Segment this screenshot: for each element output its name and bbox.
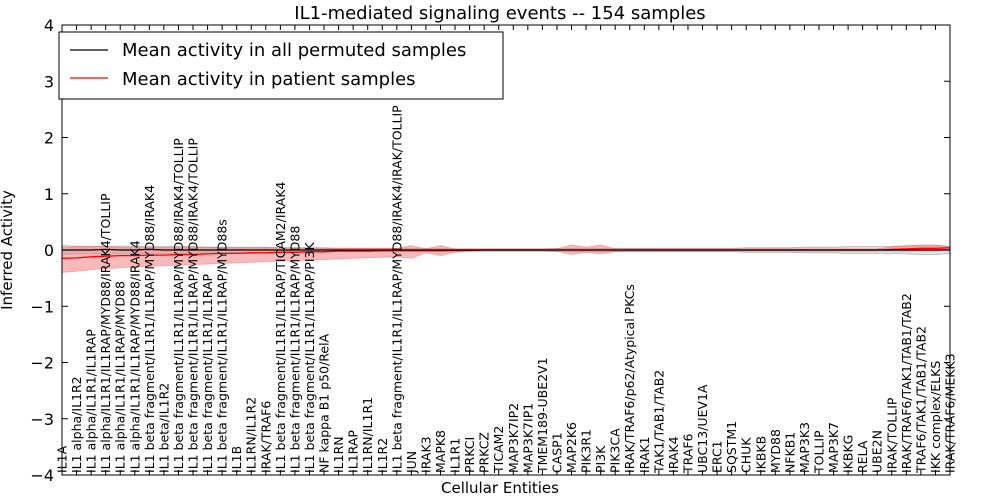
y-tick-label: 0 xyxy=(44,241,54,260)
x-tick-label: MYD88 xyxy=(768,429,783,473)
y-tick-label: 1 xyxy=(44,185,54,204)
x-tick-label: IRAK/TRAF6/p62/Atypical PKCs xyxy=(622,284,637,473)
x-axis: IL1A IL1 alpha/IL1R2 IL1 alpha/IL1R1/IL1RA… xyxy=(55,25,958,475)
x-tick-label: JUN xyxy=(404,451,419,474)
x-tick-label: IL1RN xyxy=(331,436,346,473)
legend: Mean activity in all permuted samples Me… xyxy=(58,31,504,100)
legend-label-patient: Mean activity in patient samples xyxy=(122,69,416,90)
x-tick-label: IRAK/TOLLIP xyxy=(884,397,899,473)
y-tick-label: −1 xyxy=(30,297,54,316)
x-tick-label: NFKB1 xyxy=(782,432,797,473)
x-tick-label: IRAK1 xyxy=(637,436,652,473)
x-tick-label: IL1 beta fragment/IL1R1/IL1RAP/MYD88/IRA… xyxy=(142,185,157,473)
x-tick-label: IL1 beta fragment/IL1R1/IL1RAP/MYD88s xyxy=(215,219,230,473)
x-tick-label: IL1 alpha/IL1R1/IL1RAP/MYD88/IRAK4 xyxy=(127,240,142,473)
x-tick-label: PRKCZ xyxy=(477,432,492,473)
x-tick-label: IL1RN/IL1R2 xyxy=(244,397,259,473)
y-axis: −4 −3 −2 −1 0 1 2 3 4 xyxy=(30,16,950,485)
chart-title: IL1-mediated signaling events -- 154 sam… xyxy=(294,3,705,24)
legend-label-permuted: Mean activity in all permuted samples xyxy=(122,40,466,61)
x-tick-label: IL1 beta fragment/IL1R1/IL1RAP/TICAM2/IR… xyxy=(273,182,288,473)
y-tick-label: 2 xyxy=(44,129,54,148)
x-tick-label: IL1 alpha/IL1R1/IL1RAP/MYD88/IRAK4/TOLLI… xyxy=(98,193,113,473)
y-tick-label: 4 xyxy=(44,16,54,35)
x-axis-label: Cellular Entities xyxy=(441,479,559,497)
x-tick-label: IRAK3 xyxy=(418,436,433,473)
x-tick-label: MAP2K6 xyxy=(564,422,579,473)
x-tick-label: TRAF6/TAK1/TAB1/TAB2 xyxy=(913,326,928,474)
x-tick-label: IKBKB xyxy=(753,436,768,473)
x-tick-label: ERC1 xyxy=(710,440,725,473)
x-tick-label: PRKCI xyxy=(462,437,477,473)
x-tick-label: IL1 beta fragment/IL1R1/IL1RAP/MYD88/IRA… xyxy=(389,105,404,473)
x-tick-label: PIK3CA xyxy=(608,428,623,473)
x-tick-label: MAP3K3 xyxy=(797,422,812,473)
x-tick-label: IL1 beta/IL1R2 xyxy=(156,383,171,473)
x-tick-label: IL1 alpha/IL1R1/IL1RAP/MYD88 xyxy=(113,281,128,473)
x-tick-label: PI3K xyxy=(593,445,608,473)
y-tick-label: −3 xyxy=(30,410,54,429)
x-tick-label: RELA xyxy=(855,440,870,473)
x-tick-label: IRAK/TRAF6/TAK1/TAB1/TAB2 xyxy=(899,293,914,473)
y-axis-label: Inferred Activity xyxy=(0,190,16,310)
x-tick-label: IL1 alpha/IL1R1/IL1RAP xyxy=(84,329,99,473)
x-tick-label: IL1 beta fragment/IL1R1/IL1RAP/MYD88/IRA… xyxy=(186,138,201,473)
x-tick-label: IL1 beta fragment/IL1R1/IL1RAP/MYD88/IRA… xyxy=(171,138,186,473)
x-tick-label: SQSTM1 xyxy=(724,421,739,473)
x-tick-label: CASP1 xyxy=(550,432,565,473)
x-tick-label: TRAF6 xyxy=(681,433,696,474)
x-tick-label: MAP3K7 xyxy=(826,422,841,473)
x-tick-label: IRAK/TRAF6/MEKK3 xyxy=(943,353,958,473)
x-tick-label: IL1 beta fragment/IL1R1/IL1RAP/PI3K xyxy=(302,242,317,473)
x-tick-label: NF kappa B1 p50/RelA xyxy=(317,333,332,473)
x-tick-label: IKK complex/ELKS xyxy=(928,361,943,473)
x-tick-label: TICAM2 xyxy=(491,426,506,474)
legend-box xyxy=(58,31,504,100)
x-tick-label: PIK3R1 xyxy=(579,429,594,473)
x-tick-label: IL1A xyxy=(55,445,70,473)
x-tick-label: UBE2N xyxy=(870,430,885,473)
x-tick-label: IL1R2 xyxy=(375,438,390,473)
x-tick-label: IL1R1 xyxy=(448,438,463,473)
x-tick-label: IL1RAP xyxy=(346,430,361,473)
x-tick-label: TAK1/TAB1/TAB2 xyxy=(651,370,666,474)
series-lines xyxy=(61,247,951,260)
line-permuted xyxy=(62,248,950,251)
x-tick-label: IL1B xyxy=(229,446,244,473)
x-tick-label: IL1RN/IL1R1 xyxy=(360,397,375,473)
x-tick-label: MAPK8 xyxy=(433,430,448,473)
x-tick-label: IL1 alpha/IL1R2 xyxy=(69,376,84,473)
x-tick-label: UBC13/UEV1A xyxy=(695,384,710,473)
x-tick-label: IRAK4 xyxy=(666,436,681,473)
x-tick-label: IRAK/TRAF6 xyxy=(258,401,273,473)
y-tick-label: −4 xyxy=(30,466,54,485)
x-tick-label: IL1 beta fragment/IL1R1/IL1RAP xyxy=(200,273,215,473)
x-tick-label: MAP3K7IP1 xyxy=(520,403,535,473)
x-tick-label: TOLLIP xyxy=(812,430,827,474)
x-tick-label: IKBKG xyxy=(841,435,856,473)
y-tick-label: −2 xyxy=(30,354,54,373)
y-tick-label: 3 xyxy=(44,72,54,91)
x-tick-label: IL1 beta fragment/IL1R1/IL1RAP/MYD88 xyxy=(287,226,302,473)
x-tick-label: TMEM189-UBE2V1 xyxy=(535,357,550,474)
x-tick-label: CHUK xyxy=(739,437,754,473)
x-tick-label: MAP3K7IP2 xyxy=(506,403,521,473)
